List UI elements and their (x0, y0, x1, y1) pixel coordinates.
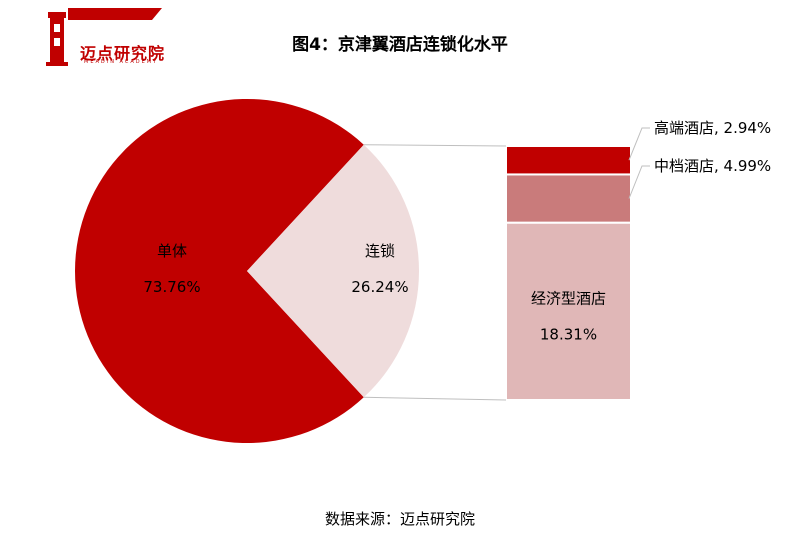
pie-slice-chain (247, 144, 419, 398)
meadin-logo (46, 8, 162, 66)
bar-callout-2: 中档酒店, 4.99% (654, 157, 771, 175)
connector-line-bottom (363, 396, 507, 401)
pie-value-chain: 26.24% (351, 278, 408, 296)
data-source: 数据来源：迈点研究院 (324, 510, 475, 528)
bar-callout-1: 高端酒店, 2.94% (654, 119, 771, 137)
pie-label-chain: 连锁 (365, 242, 395, 260)
callout-line-2 (628, 165, 650, 199)
chart-title: 图4：京津翼酒店连锁化水平 (292, 35, 508, 55)
bar-value-economy: 18.31% (540, 325, 597, 343)
logo-subtext: MEADIN ACADEMY (84, 59, 159, 65)
logo-text: 迈点研究院 (80, 44, 166, 63)
pie-value-single: 73.76% (143, 278, 200, 296)
pie-label-single: 单体 (157, 242, 187, 260)
bar-segment-3 (505, 221, 632, 401)
pie-slice-single (75, 98, 364, 443)
bar-segment-2 (505, 173, 632, 224)
bar-label-economy: 经济型酒店 (531, 289, 606, 307)
bar-segment-1 (505, 145, 632, 176)
connector-line-top (363, 144, 507, 147)
callout-line-1 (628, 127, 650, 161)
